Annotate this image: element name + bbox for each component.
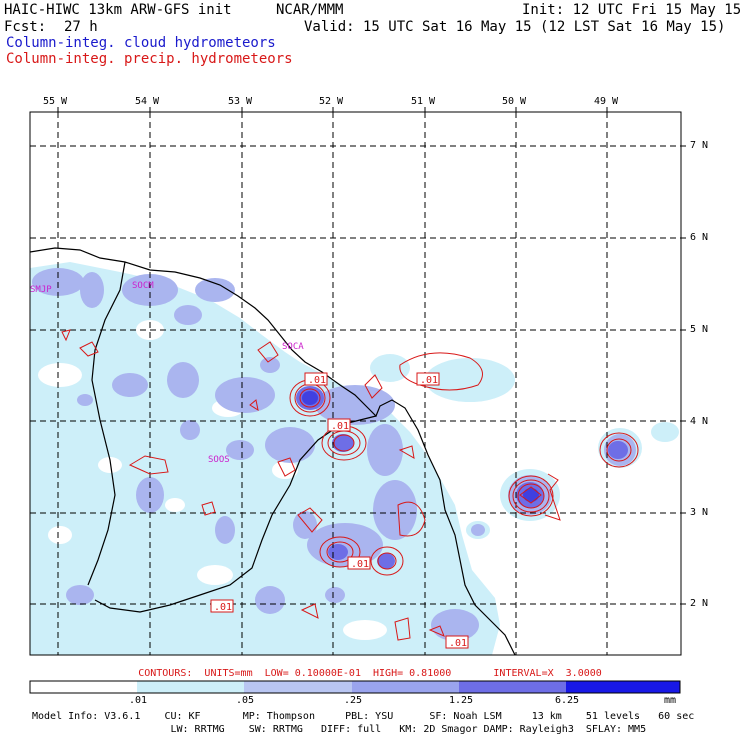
valid-time: Valid: 15 UTC Sat 16 May 15 (12 LST Sat … [304,19,726,35]
stations: SMJP SOCA SOOS SOCM [30,281,304,465]
map-frame [29,111,682,656]
contour-label-boxes [210,372,469,649]
station-label: SOOS [208,455,230,465]
lon-label: 49 W [594,96,619,107]
station-label: SMJP [30,285,52,295]
contour-label: .01 [214,602,232,613]
lat-label: 4 N [690,416,709,427]
contour-label: .01 [331,421,349,432]
contour-label: .01 [351,559,369,570]
contour-label: .01 [420,375,438,386]
field-cloud-label: Column-integ. cloud hydrometeors [6,35,276,51]
lat-label: 2 N [690,598,709,609]
lon-label: 54 W [135,96,160,107]
forecast-hour: 27 h [64,19,98,35]
init-time: Init: 12 UTC Fri 15 May 15 [522,2,740,18]
lon-ticks [57,107,608,112]
lat-ticks [681,145,686,605]
lat-label: 3 N [690,507,709,518]
contour-labels: .01 .01 .01 .01 .01 .01 [214,375,467,649]
lat-label: 5 N [690,324,709,335]
model-info-line-1: Model Info: V3.6.1 CU: KF MP: Thompson P… [32,711,695,722]
field-precip-label: Column-integ. precip. hydrometeors [6,51,293,67]
contour-label: .01 [308,375,326,386]
station-label: SOCA [282,342,304,352]
colorbar-tick: .25 [344,695,363,706]
org-label: NCAR/MMM [276,2,344,18]
lat-label: 7 N [690,140,709,151]
lon-label: 50 W [502,96,527,107]
contours-info: CONTOURS: UNITS=mm LOW= 0.10000E-01 HIGH… [138,668,602,679]
lon-label: 53 W [228,96,253,107]
colorbar-unit: mm [664,695,677,706]
lon-label: 51 W [411,96,436,107]
colorbar [29,680,681,694]
lon-label: 55 W [43,96,68,107]
station-label: SOCM [132,281,154,291]
colorbar-tick: 1.25 [449,695,474,706]
forecast-label: Fcst: [4,19,47,35]
cloud-field-peak [302,391,539,502]
model-title: HAIC-HIWC 13km ARW-GFS init [4,2,232,18]
colorbar-tick: 6.25 [555,695,580,706]
lon-label: 52 W [319,96,344,107]
precip-contours [61,329,639,641]
colorbar-tick: .01 [129,695,148,706]
contour-label: .01 [449,638,467,649]
colorbar-tick: .05 [236,695,255,706]
lat-label: 6 N [690,232,709,243]
model-info-line-2: LW: RRTMG SW: RRTMG DIFF: full KM: 2D Sm… [32,724,647,735]
